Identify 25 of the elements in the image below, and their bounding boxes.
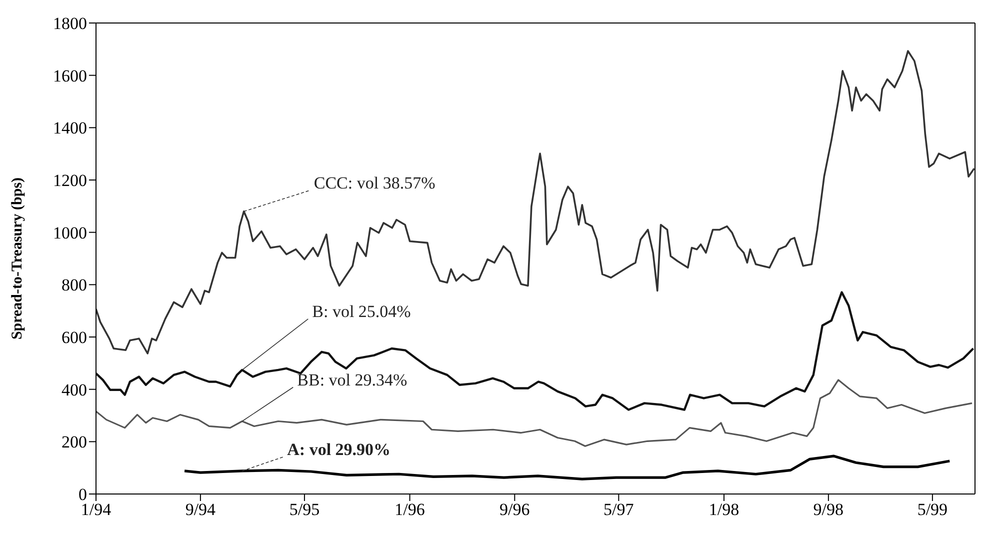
annotation: A: vol 29.90%: [287, 440, 391, 459]
y-tick-label: 1800: [53, 14, 87, 34]
y-tick-label: 600: [62, 328, 87, 348]
x-tick-label: 9/96: [500, 500, 530, 520]
x-tick-label: 1/96: [394, 500, 425, 520]
line-series: [183, 454, 951, 480]
y-tick-label: 400: [62, 380, 87, 400]
annotation: CCC: vol 38.57%: [314, 173, 436, 192]
y-tick-label: 1600: [53, 66, 87, 86]
x-tick-label: 5/99: [917, 500, 948, 520]
line-series: [96, 50, 975, 354]
y-tick-label: 200: [62, 432, 87, 452]
line-series: [96, 291, 974, 411]
x-tick-label: 1/98: [708, 500, 740, 520]
annotation: B: vol 25.04%: [312, 302, 411, 321]
y-tick-label: 1400: [53, 118, 87, 138]
x-tick-label: 5/97: [604, 500, 634, 520]
y-tick-label: 1200: [53, 171, 87, 190]
y-tick-label: 800: [62, 276, 87, 295]
x-tick-label: 5/95: [289, 500, 320, 520]
x-tick-label: 9/98: [813, 500, 844, 520]
y-axis-title: Spread-to-Treasury (bps): [9, 177, 26, 340]
annotation: BB: vol 29.34%: [297, 370, 408, 390]
y-tick-label: 1000: [53, 223, 87, 242]
x-tick-label: 9/94: [185, 500, 216, 520]
